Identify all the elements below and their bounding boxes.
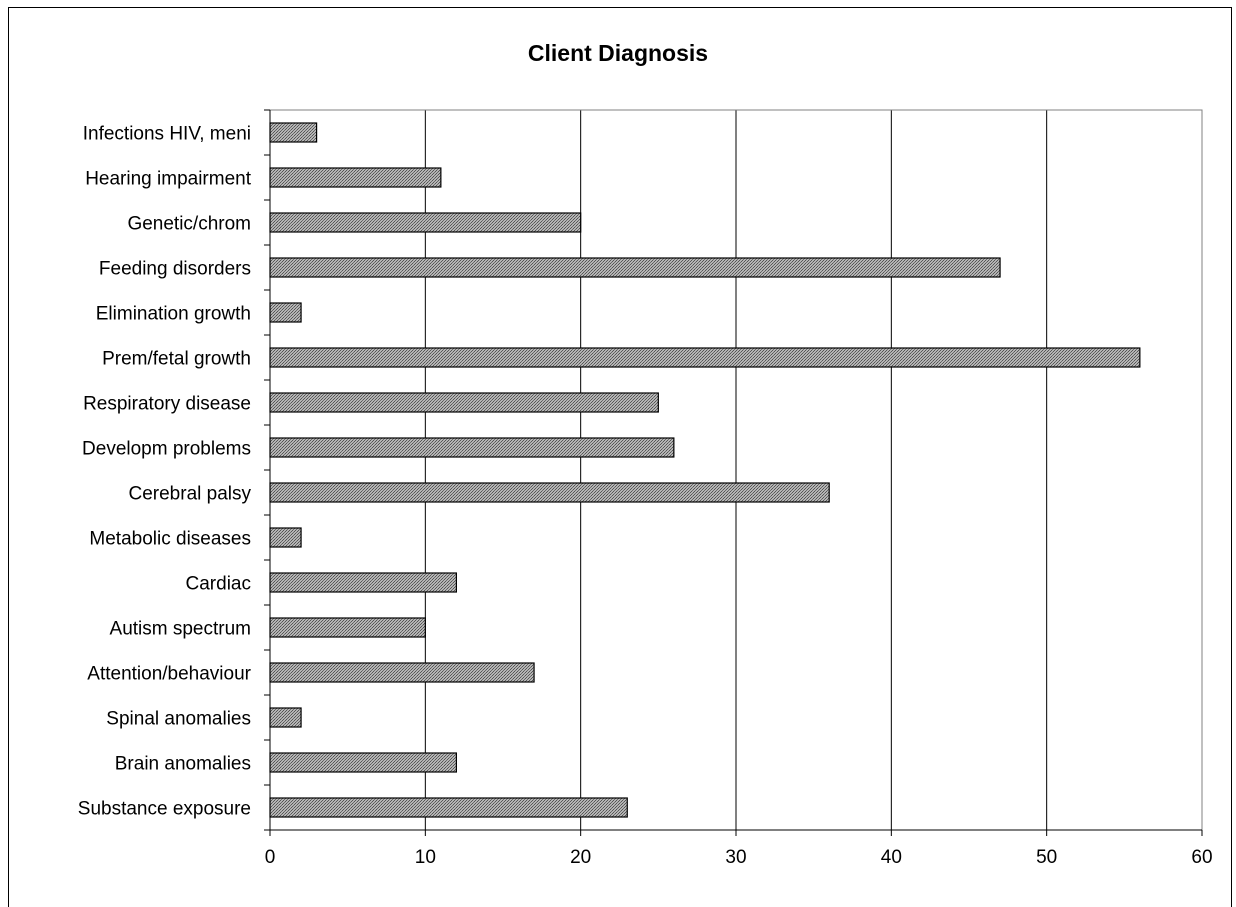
y-tick-label: Autism spectrum: [110, 619, 251, 640]
bar: [270, 168, 441, 187]
bar: [270, 258, 1000, 277]
bar: [270, 483, 829, 502]
bars: [270, 123, 1140, 817]
y-tick-label: Spinal anomalies: [106, 709, 251, 730]
y-tick-label: Feeding disorders: [99, 259, 251, 280]
x-tick-label: 50: [1036, 847, 1057, 868]
y-tick-label: Genetic/chrom: [127, 214, 251, 235]
bar: [270, 348, 1140, 367]
bar: [270, 708, 301, 727]
bar: [270, 753, 456, 772]
bar: [270, 618, 425, 637]
y-tick-label: Brain anomalies: [115, 754, 251, 775]
y-tick-label: Cardiac: [186, 574, 251, 595]
bar: [270, 213, 581, 232]
x-tick-label: 60: [1191, 847, 1212, 868]
bar: [270, 798, 627, 817]
y-tick-label: Hearing impairment: [85, 169, 252, 190]
y-tick-label: Prem/fetal growth: [102, 349, 251, 370]
bar: [270, 573, 456, 592]
y-tick-label: Attention/behaviour: [87, 664, 251, 685]
bar: [270, 663, 534, 682]
x-tick-label: 20: [570, 847, 591, 868]
bar: [270, 303, 301, 322]
y-tick-label: Developm problems: [82, 439, 251, 460]
x-tick-label: 30: [725, 847, 746, 868]
x-tick-label: 40: [881, 847, 902, 868]
bar: [270, 528, 301, 547]
bar: [270, 438, 674, 457]
y-tick-label: Substance exposure: [78, 799, 251, 820]
x-tick-label: 10: [415, 847, 436, 868]
bar: [270, 393, 658, 412]
y-tick-label: Cerebral palsy: [129, 484, 252, 505]
y-tick-label: Metabolic diseases: [89, 529, 251, 550]
x-tick-label: 0: [265, 847, 276, 868]
y-tick-label: Infections HIV, meni: [83, 124, 251, 145]
y-tick-label: Respiratory disease: [83, 394, 251, 415]
y-tick-label: Elimination growth: [96, 304, 251, 325]
bar: [270, 123, 317, 142]
